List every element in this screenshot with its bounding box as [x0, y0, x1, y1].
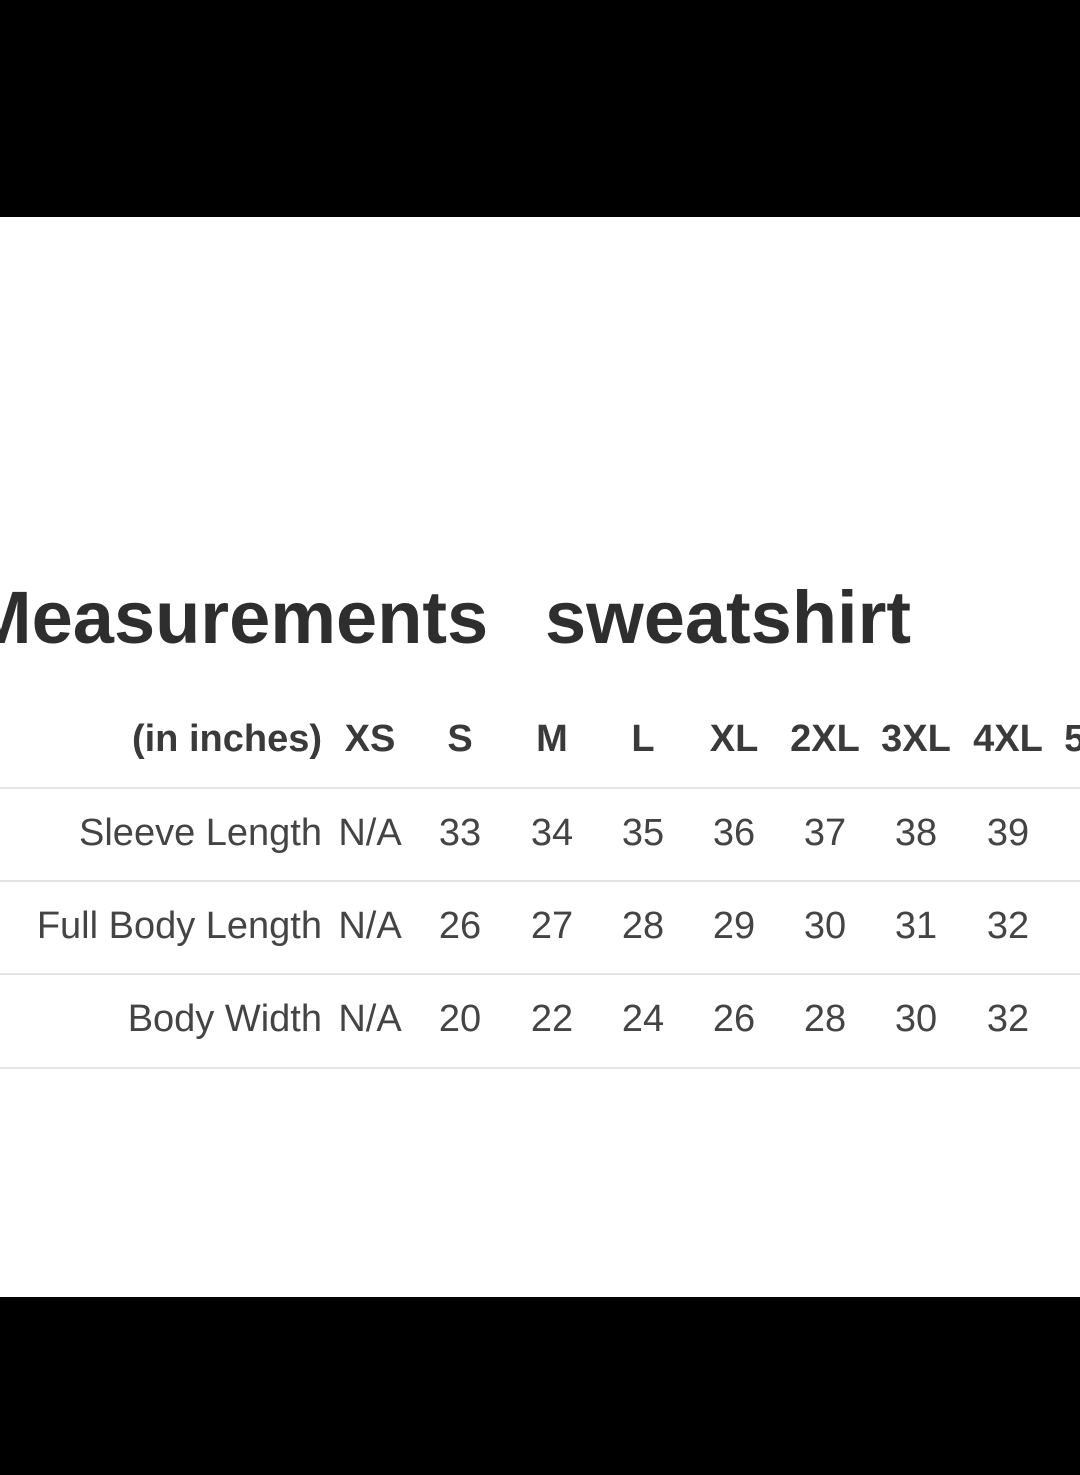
- row-label: Full Body Length: [36, 905, 322, 947]
- size-header: 3XL: [881, 718, 951, 760]
- measurement-cell: 33: [438, 812, 482, 854]
- size-header: 4XL: [973, 718, 1043, 760]
- size-header: XS: [344, 718, 396, 760]
- row-label: Body Width: [127, 998, 322, 1040]
- measurement-cell: 3: [1049, 973, 1080, 1065]
- measurement-cell: 26: [438, 905, 482, 947]
- table-row: Full Body Length N/A 26 27 28 29 30 31 32 3: [0, 880, 1080, 972]
- measurement-cell: 39: [986, 812, 1030, 854]
- measurement-cell: 36: [712, 812, 756, 854]
- table-row: Body Width N/A 20 22 24 26 28 30 32 3: [0, 973, 1080, 1065]
- row-divider: [0, 880, 1080, 882]
- measurement-cell: 26: [712, 998, 756, 1040]
- unit-label: (in inches): [131, 718, 322, 760]
- table-header-row: (in inches) XS S M L XL 2XL 3XL 4XL 5XL: [0, 693, 1080, 785]
- measurement-cell: 32: [986, 905, 1030, 947]
- row-divider: [0, 973, 1080, 975]
- measurement-cell: N/A: [338, 812, 402, 854]
- size-chart-panel: Measurements sweatshirt (in inches) XS S M L…: [0, 217, 1080, 1297]
- title-measurements: Measurements: [0, 576, 489, 659]
- size-header: XL: [709, 718, 759, 760]
- measurement-cell: 34: [530, 812, 574, 854]
- measurement-cell: 37: [803, 812, 847, 854]
- measurement-cell: 27: [530, 905, 574, 947]
- size-header: 5XL: [1064, 718, 1080, 760]
- title-sweatshirt: sweatshirt: [545, 576, 912, 659]
- measurement-cell: 29: [712, 905, 756, 947]
- size-header: S: [447, 718, 473, 760]
- measurement-cell: 35: [621, 812, 665, 854]
- measurement-cell: 30: [803, 905, 847, 947]
- size-header: L: [631, 718, 655, 760]
- measurement-cell: 22: [530, 998, 574, 1040]
- measurement-cell: 20: [438, 998, 482, 1040]
- measurement-cell: 4: [1049, 787, 1080, 879]
- measurement-cell: N/A: [338, 905, 402, 947]
- measurement-cell: 38: [894, 812, 938, 854]
- measurement-cell: N/A: [338, 998, 402, 1040]
- measurement-cell: 31: [894, 905, 938, 947]
- measurement-cell: 28: [803, 998, 847, 1040]
- row-label: Sleeve Length: [79, 812, 322, 854]
- measurement-cell: 24: [621, 998, 665, 1040]
- measurement-cell: 28: [621, 905, 665, 947]
- row-divider: [0, 1067, 1080, 1069]
- measurement-cell: 30: [894, 998, 938, 1040]
- table-row: Sleeve Length N/A 33 34 35 36 37 38 39 4: [0, 787, 1080, 879]
- measurement-cell: 3: [1049, 880, 1080, 972]
- measurement-cell: 32: [986, 998, 1030, 1040]
- size-header: M: [536, 718, 568, 760]
- size-header: 2XL: [790, 718, 860, 760]
- row-divider: [0, 787, 1080, 789]
